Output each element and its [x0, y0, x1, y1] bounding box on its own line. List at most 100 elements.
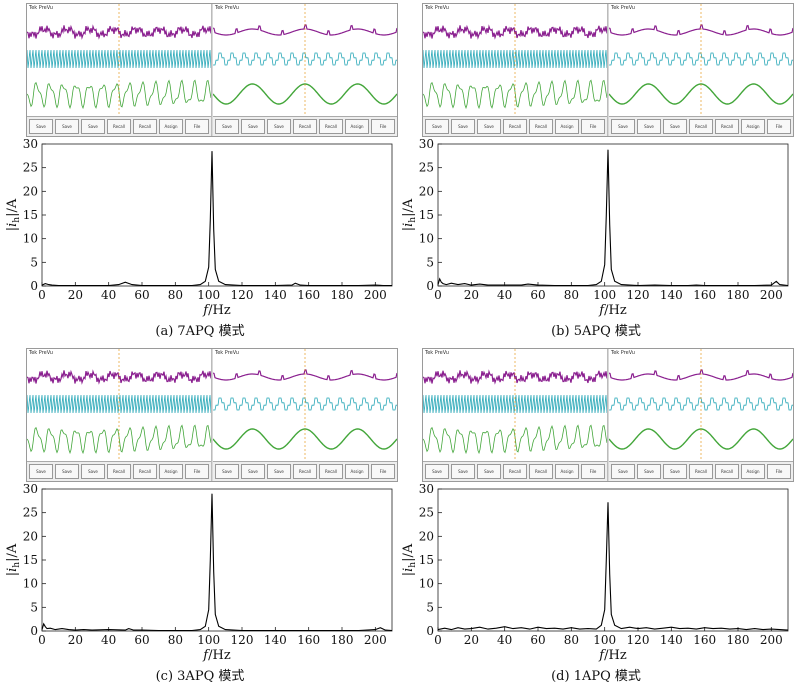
scope-button: Recall Waveform: [503, 464, 527, 479]
scope-button-bar: Save Screen ImageSave WaveformSave Setup…: [213, 461, 397, 481]
scope-button: Assign Save: [345, 119, 369, 134]
x-tick-label: 0: [434, 288, 442, 302]
scope-screen-right: Tek PreVu Save Screen ImageSave WaveformS…: [609, 4, 793, 136]
scope-header-right: Tek PreVu: [611, 350, 635, 356]
x-tick-label: 0: [38, 633, 46, 647]
scope-button: Save Setup: [81, 464, 105, 479]
spectrum-chart: 0 20 40 60 80 100 120 140 160 180 200 0 5 10 15 20 25 30 f…: [5, 483, 393, 663]
x-tick-label: 120: [231, 633, 254, 647]
scope-button: Save Waveform: [637, 464, 661, 479]
y-tick-label: 25: [419, 506, 434, 520]
x-tick-label: 180: [331, 288, 354, 302]
plot-frame: [437, 488, 789, 632]
plot-frame: [437, 143, 789, 287]
scope-button: File Utilities: [767, 464, 791, 479]
scope-button: Recall Waveform: [107, 119, 131, 134]
scope-screen-right: Tek PreVu Save Screen ImageSave WaveformS…: [213, 349, 397, 481]
scope-button: Save Screen Image: [215, 119, 239, 134]
scope-button: Save Setup: [267, 119, 291, 134]
x-tick-label: 140: [264, 633, 287, 647]
scope-button: File Utilities: [371, 464, 395, 479]
scope-header-left: Tek PreVu: [425, 350, 449, 356]
scope-button: Save Waveform: [451, 464, 475, 479]
x-tick-label: 80: [168, 633, 183, 647]
y-axis-label: |ih|/A: [401, 543, 418, 576]
y-tick-label: 20: [419, 184, 434, 198]
y-tick-label: 0: [426, 279, 434, 293]
y-tick-label: 15: [419, 553, 434, 567]
x-tick-label: 180: [331, 633, 354, 647]
scope-button: Assign Save: [159, 119, 183, 134]
scope-button: Recall Waveform: [503, 119, 527, 134]
x-axis-label: f/Hz: [598, 648, 627, 663]
scope-button: Save Waveform: [241, 464, 265, 479]
scope-header-right: Tek PreVu: [611, 5, 635, 11]
scope-button: Save Setup: [663, 464, 687, 479]
scope-button: Save Setup: [477, 119, 501, 134]
y-tick-label: 20: [23, 184, 38, 198]
y-tick-label: 15: [23, 553, 38, 567]
scope-button: Recall Waveform: [293, 464, 317, 479]
x-tick-label: 140: [264, 288, 287, 302]
x-tick-label: 160: [693, 288, 716, 302]
scope-button: File Utilities: [371, 119, 395, 134]
x-tick-label: 0: [434, 633, 442, 647]
y-tick-label: 10: [419, 577, 434, 591]
scope-button: Save Screen Image: [29, 119, 53, 134]
scope-header-left: Tek PreVu: [29, 350, 53, 356]
scope-button: Recall Setup: [319, 119, 343, 134]
plot-frame: [41, 488, 393, 632]
x-tick-label: 60: [530, 633, 545, 647]
x-tick-label: 20: [68, 288, 83, 302]
y-tick-label: 25: [23, 161, 38, 175]
y-tick-label: 5: [426, 600, 434, 614]
scope-button: File Utilities: [581, 119, 605, 134]
scope-button: Save Waveform: [55, 119, 79, 134]
scope-button: Save Screen Image: [29, 464, 53, 479]
scope-button: Save Waveform: [241, 119, 265, 134]
y-tick-label: 20: [23, 529, 38, 543]
scope-waveforms: [213, 349, 397, 461]
scope-screen-left: Tek PreVu Save Screen ImageSave WaveformS…: [27, 4, 212, 136]
scope-waveforms: [27, 4, 211, 116]
scope-button: Save Screen Image: [611, 464, 635, 479]
y-tick-label: 30: [23, 483, 38, 496]
y-tick-label: 10: [23, 577, 38, 591]
spectrum-series-line: [41, 151, 392, 287]
scope-button-bar: Save Screen ImageSave WaveformSave Setup…: [609, 116, 793, 136]
scope-screen-left: Tek PreVu Save Screen ImageSave WaveformS…: [423, 349, 608, 481]
x-tick-label: 20: [68, 633, 83, 647]
x-tick-label: 140: [660, 633, 683, 647]
x-axis-label: f/Hz: [202, 648, 231, 663]
y-tick-label: 30: [23, 138, 38, 151]
x-tick-label: 100: [593, 288, 616, 302]
scope-header-right: Tek PreVu: [215, 5, 239, 11]
scope-header-left: Tek PreVu: [29, 5, 53, 11]
scope-button: Save Setup: [663, 119, 687, 134]
x-tick-label: 180: [727, 288, 750, 302]
spectrum-chart: 0 20 40 60 80 100 120 140 160 180 200 0 5 10 15 20 25 30 f…: [5, 138, 393, 318]
scope-button: File Utilities: [185, 464, 209, 479]
x-tick-label: 160: [297, 633, 320, 647]
scope-button-bar: Save Screen ImageSave WaveformSave Setup…: [27, 461, 211, 481]
scope-button: Assign Save: [741, 119, 765, 134]
scope-screen-right: Tek PreVu Save Screen ImageSave WaveformS…: [609, 349, 793, 481]
scope-button: Recall Setup: [529, 119, 553, 134]
scope-button: Assign Save: [741, 464, 765, 479]
scope-waveforms: [213, 4, 397, 116]
scope-button: Save Waveform: [55, 464, 79, 479]
x-tick-label: 100: [197, 288, 220, 302]
x-tick-label: 180: [727, 633, 750, 647]
x-tick-label: 160: [297, 288, 320, 302]
x-tick-label: 80: [168, 288, 183, 302]
x-tick-label: 0: [38, 288, 46, 302]
scope-button: Recall Waveform: [107, 464, 131, 479]
x-tick-label: 60: [530, 288, 545, 302]
x-tick-label: 120: [627, 288, 650, 302]
y-tick-label: 25: [23, 506, 38, 520]
scope-header-right: Tek PreVu: [215, 350, 239, 356]
y-tick-label: 10: [23, 232, 38, 246]
